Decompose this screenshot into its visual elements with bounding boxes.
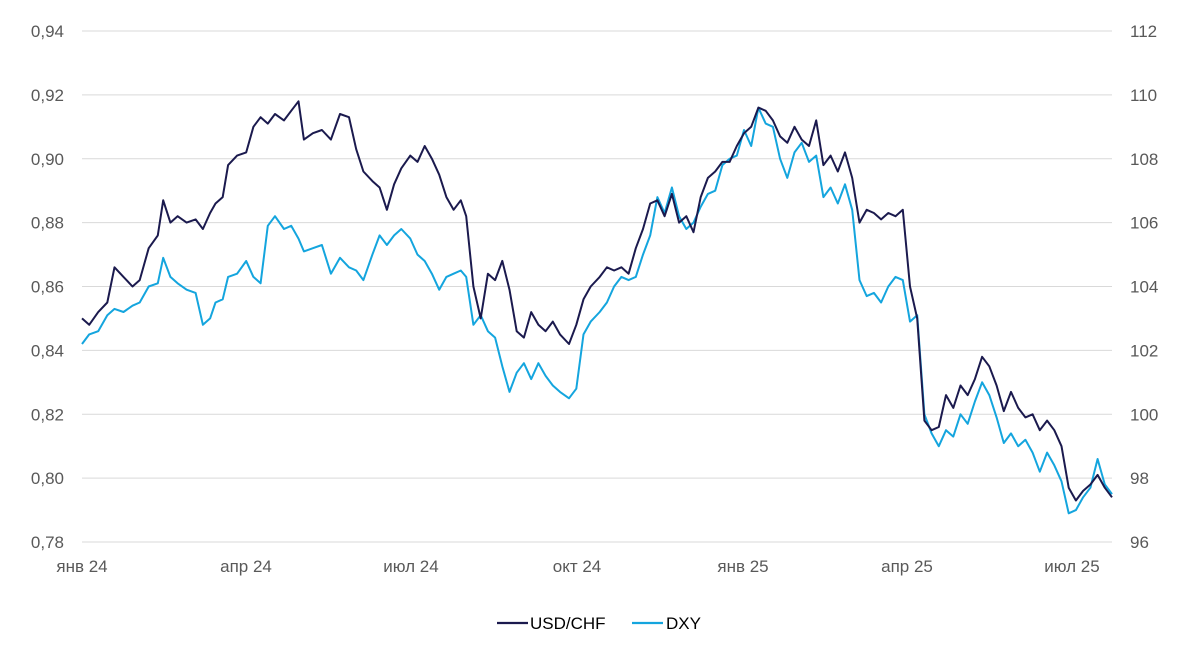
x-axis-tick-label: июл 25: [1044, 557, 1099, 576]
legend-label-usd-chf: USD/CHF: [530, 614, 606, 633]
right-axis-tick-label: 102: [1130, 341, 1158, 360]
left-axis-tick-labels: 0,94 0,92 0,90 0,88 0,86 0,84 0,82 0,80 0,78: [31, 22, 64, 552]
right-axis-tick-label: 112: [1130, 22, 1157, 41]
gridlines: [82, 30, 1112, 543]
left-axis-tick-label: 0,82: [31, 405, 64, 424]
right-axis-tick-label: 96: [1130, 533, 1149, 552]
x-axis-tick-label: апр 24: [220, 557, 272, 576]
series-layer: [81, 100, 1113, 515]
left-axis-tick-label: 0,80: [31, 469, 64, 488]
legend-label-dxy: DXY: [666, 614, 701, 633]
left-axis-tick-label: 0,86: [31, 278, 64, 297]
right-axis-tick-label: 104: [1130, 278, 1158, 297]
left-axis-tick-label: 0,92: [31, 86, 64, 105]
left-axis-tick-label: 0,90: [31, 150, 64, 169]
legend: USD/CHF DXY: [497, 614, 701, 633]
series-line-dxy: [81, 106, 1113, 515]
right-axis-tick-label: 108: [1130, 150, 1158, 169]
left-axis-tick-label: 0,88: [31, 214, 64, 233]
x-axis-tick-label: июл 24: [383, 557, 438, 576]
left-axis-tick-label: 0,84: [31, 341, 64, 360]
right-axis-tick-label: 106: [1130, 214, 1158, 233]
series-line-usd-chf: [81, 100, 1113, 502]
x-axis-tick-label: янв 24: [56, 557, 107, 576]
x-axis-tick-label: апр 25: [881, 557, 933, 576]
x-axis-tick-label: окт 24: [553, 557, 602, 576]
x-axis-tick-labels: янв 24 апр 24 июл 24 окт 24 янв 25 апр 25 июл …: [56, 557, 1099, 576]
right-axis-tick-label: 110: [1130, 86, 1157, 105]
left-axis-tick-label: 0,78: [31, 533, 64, 552]
right-axis-tick-label: 98: [1130, 469, 1149, 488]
left-axis-tick-label: 0,94: [31, 22, 64, 41]
right-axis-tick-labels: 112 110 108 106 104 102 100 98 96: [1130, 22, 1158, 552]
x-axis-tick-label: янв 25: [717, 557, 768, 576]
right-axis-tick-label: 100: [1130, 405, 1158, 424]
